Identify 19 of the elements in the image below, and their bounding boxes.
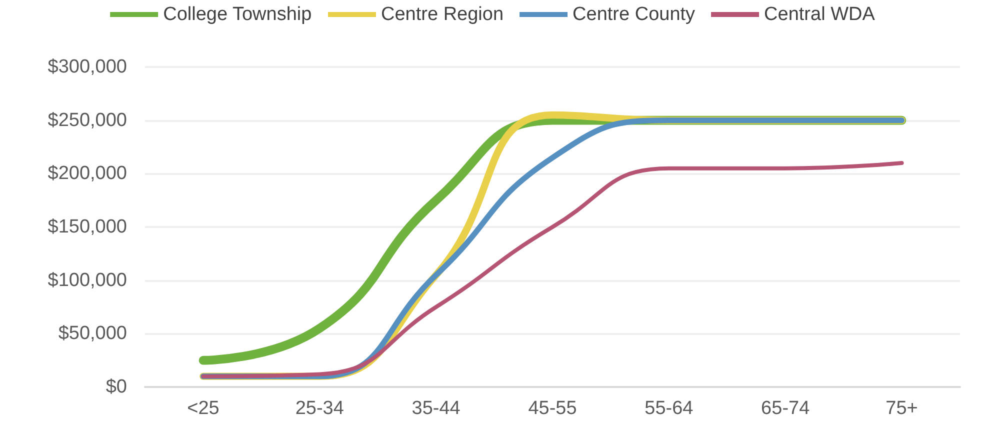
x-tick-label: 55-64	[644, 398, 694, 419]
legend-label: Centre County	[572, 4, 696, 25]
x-tick-label: 35-44	[412, 398, 461, 419]
legend-label: College Township	[163, 4, 312, 25]
legend-label: Centre Region	[381, 4, 504, 25]
y-tick-label: $300,000	[48, 56, 127, 78]
y-tick-label: $0	[106, 376, 127, 398]
y-tick-label: $250,000	[48, 110, 127, 131]
y-tick-label: $150,000	[48, 216, 127, 238]
legend-label: Central WDA	[764, 4, 876, 25]
x-tick-label: 25-34	[295, 398, 344, 419]
x-tick-label: 65-74	[761, 398, 810, 419]
x-tick-label: 75+	[886, 398, 918, 419]
x-tick-label: 45-55	[528, 398, 577, 419]
x-tick-label: <25	[187, 398, 220, 419]
y-tick-label: $200,000	[48, 163, 127, 184]
y-tick-label: $100,000	[48, 270, 127, 291]
y-tick-label: $50,000	[58, 323, 127, 344]
line-series	[201, 161, 904, 378]
